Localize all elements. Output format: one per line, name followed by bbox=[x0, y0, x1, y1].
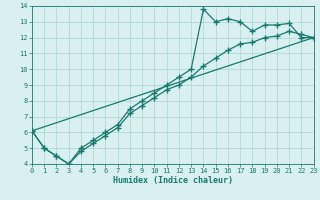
X-axis label: Humidex (Indice chaleur): Humidex (Indice chaleur) bbox=[113, 176, 233, 185]
